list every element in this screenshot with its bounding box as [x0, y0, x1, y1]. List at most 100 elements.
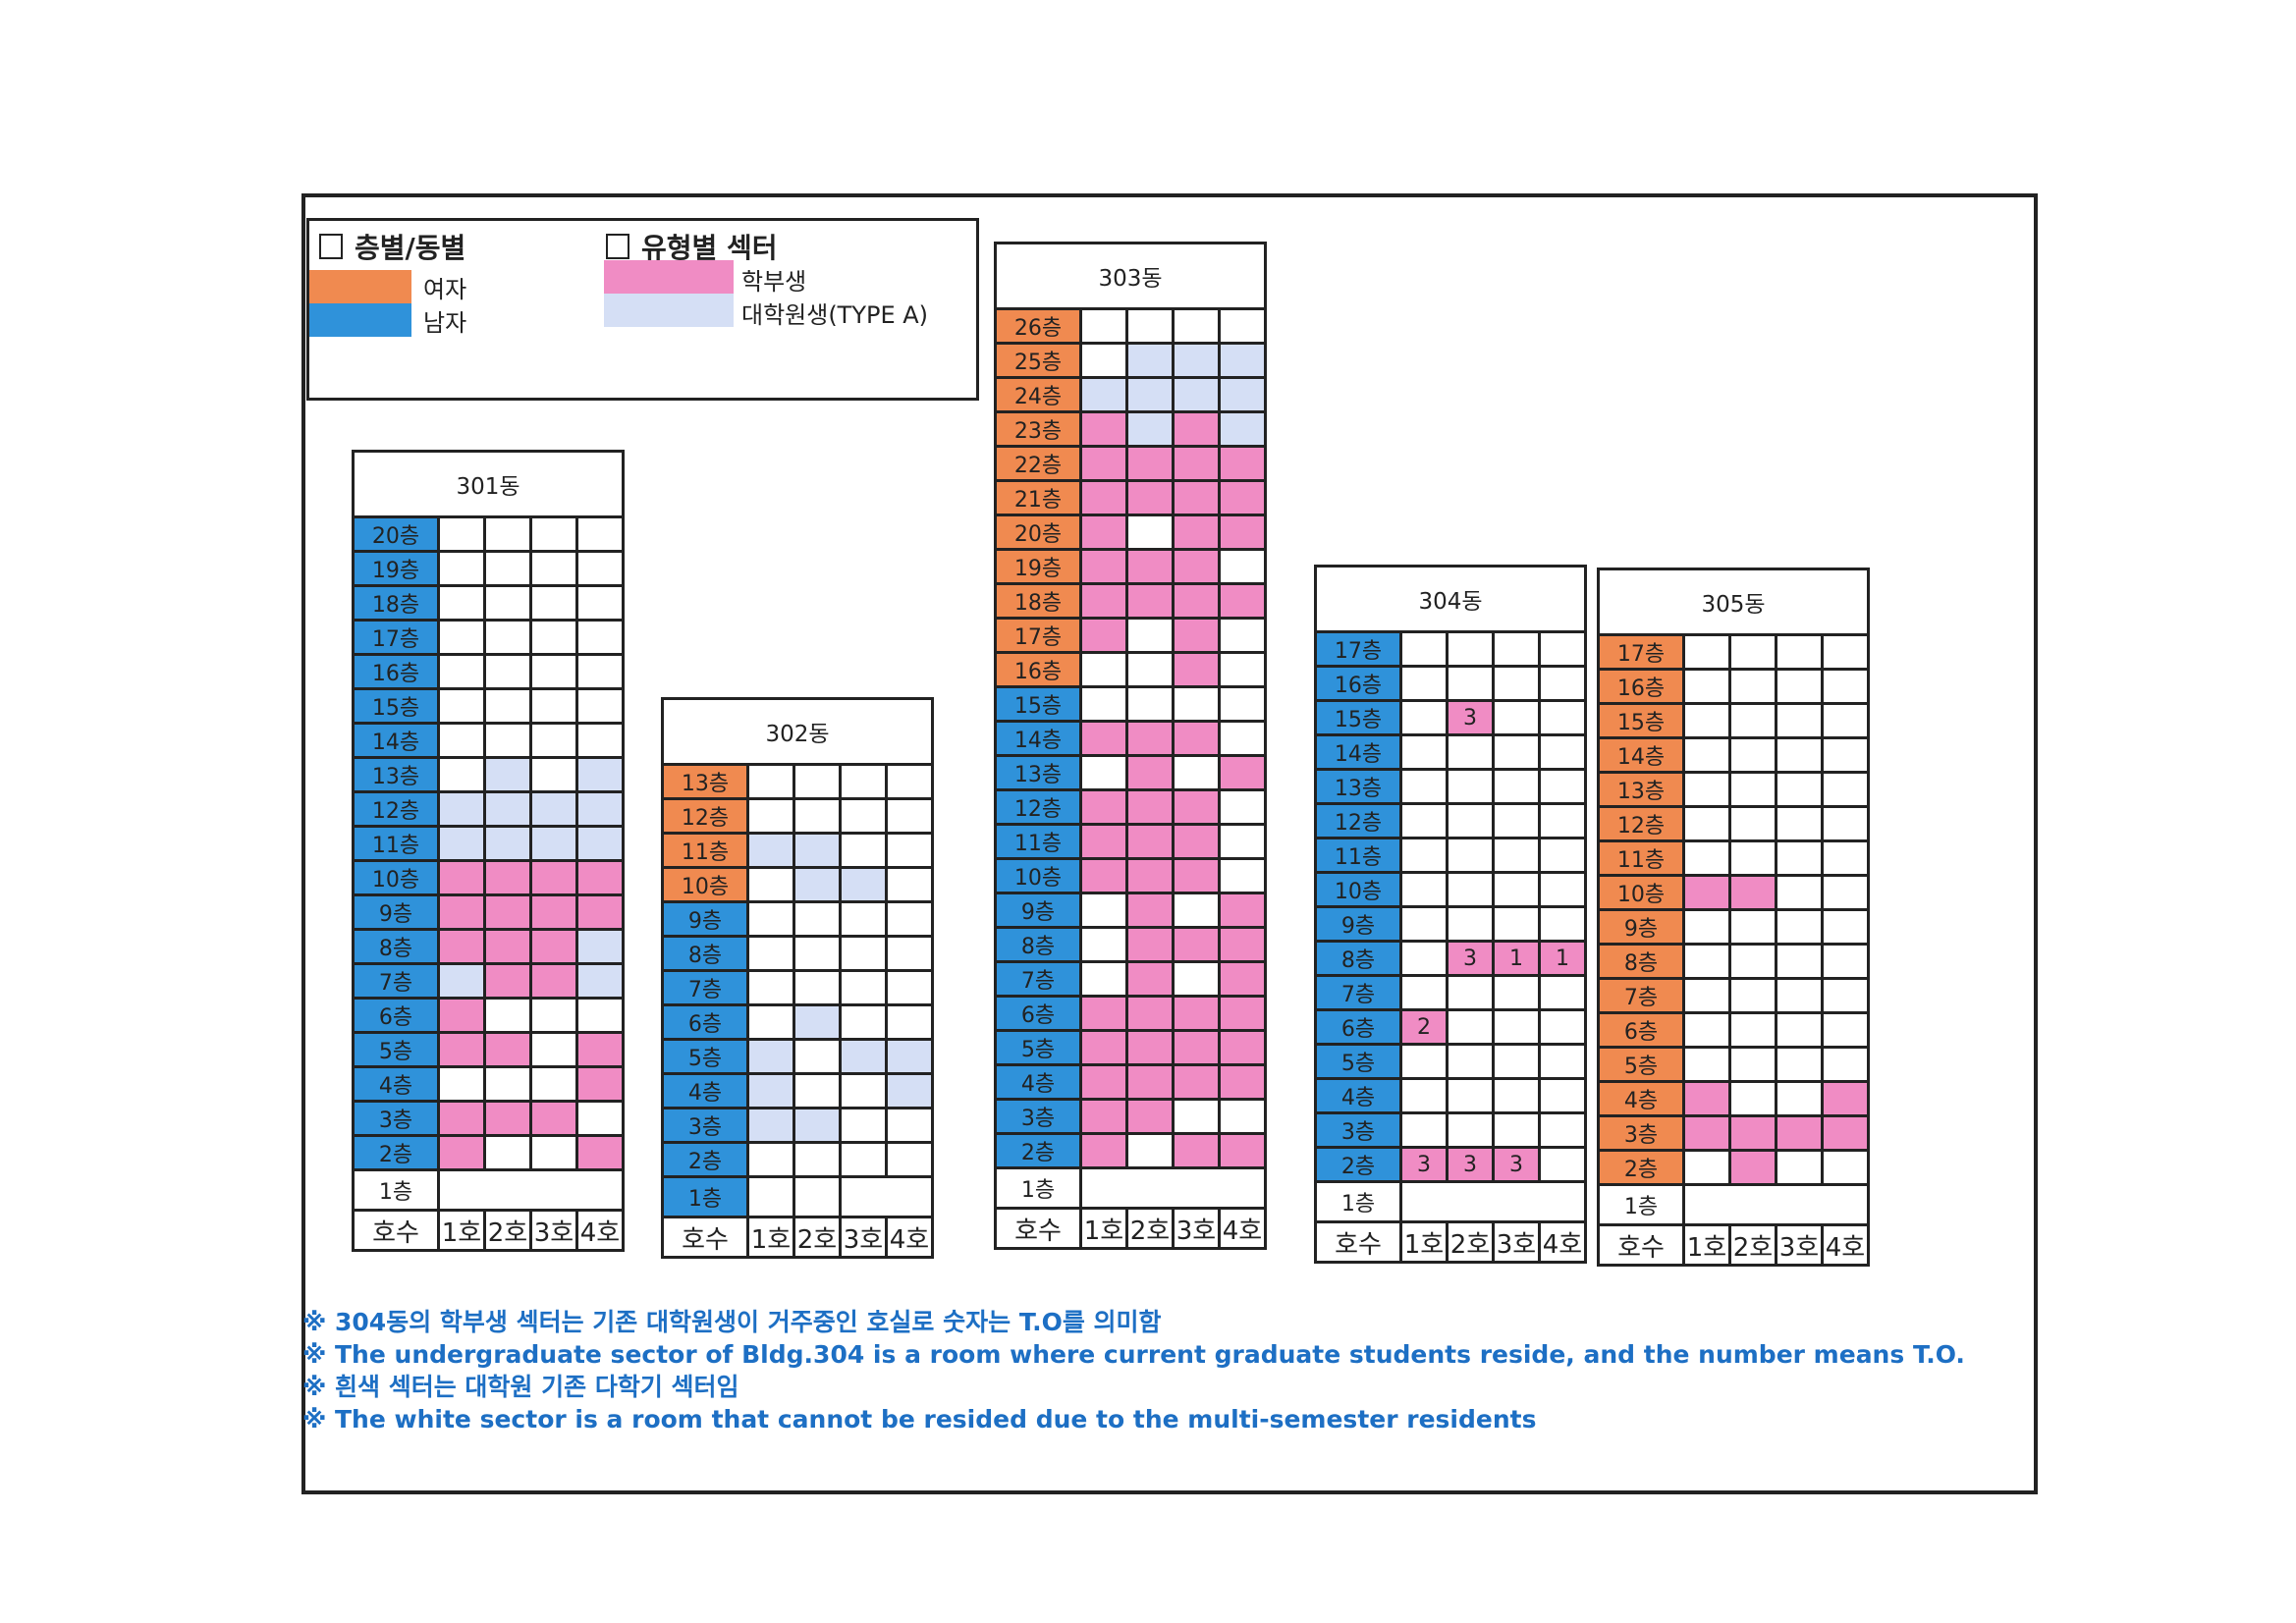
room-cell — [1079, 720, 1128, 757]
floor-row: 12층 — [1314, 802, 1587, 839]
room-cell — [483, 550, 532, 587]
room-cell — [1492, 802, 1541, 839]
floor-row: 14층 — [1314, 733, 1587, 771]
floor-label: 16층 — [1597, 668, 1685, 705]
floor-label: 13층 — [1597, 771, 1685, 808]
room-cell — [1728, 702, 1777, 739]
room-cell: 3 — [1446, 1146, 1495, 1183]
legend-title-text: 유형별 섹터 — [641, 232, 778, 264]
floor-row: 17층 — [352, 619, 625, 656]
room-cell — [839, 797, 888, 835]
room-cell — [746, 969, 795, 1006]
room-cell — [1682, 874, 1731, 911]
room-cell — [1399, 733, 1449, 771]
room-cell — [1728, 839, 1777, 877]
floor-row: 11층 — [994, 823, 1267, 860]
room-cell — [1218, 1132, 1267, 1169]
legend-title-text: 층별/동별 — [355, 232, 466, 264]
room-number-label: 3호 — [1492, 1220, 1541, 1264]
floor-row: 12층 — [1597, 805, 1870, 842]
room-cell — [1399, 665, 1449, 702]
female-label: 여자 — [423, 276, 467, 303]
room-cell — [1728, 943, 1777, 980]
room-cell — [1492, 630, 1541, 668]
room-cell — [1079, 926, 1128, 963]
room-cell — [1125, 685, 1175, 723]
floor-label: 14층 — [994, 720, 1082, 757]
room-cell — [483, 1100, 532, 1137]
room-cell — [1728, 1080, 1777, 1117]
room-cell — [793, 969, 842, 1006]
floor-row: 18층 — [994, 582, 1267, 620]
floor-row: 3층 — [994, 1098, 1267, 1135]
room-cell — [483, 997, 532, 1034]
room-cell — [839, 1003, 888, 1041]
room-cell — [1125, 960, 1175, 998]
room-cell — [1079, 823, 1128, 860]
room-cell — [575, 653, 625, 690]
floor-row: 14층 — [352, 722, 625, 759]
room-cell — [1172, 651, 1221, 688]
room-cell — [1538, 802, 1587, 839]
room-cell: 1 — [1538, 940, 1587, 977]
floor-label: 7층 — [1597, 977, 1685, 1014]
floor-label: 10층 — [352, 859, 440, 896]
legend-floor-building-title: 층별/동별 — [319, 227, 465, 266]
room-cell — [1079, 514, 1128, 551]
room-cell — [1079, 754, 1128, 791]
floor-label: 26층 — [994, 307, 1082, 345]
room-cell — [1775, 1149, 1824, 1186]
room-header: 호수 — [994, 1207, 1082, 1250]
room-cell — [1125, 720, 1175, 757]
room-cell — [1821, 839, 1870, 877]
room-cell — [1218, 995, 1267, 1032]
room-cell — [1538, 699, 1587, 736]
building-name: 302동 — [661, 697, 934, 766]
room-cell — [1399, 940, 1449, 977]
room-cell — [1821, 977, 1870, 1014]
room-cell — [1125, 342, 1175, 379]
room-cell — [1682, 977, 1731, 1014]
room-cell — [1538, 974, 1587, 1011]
floor-row: 12층 — [352, 790, 625, 828]
floor-row: 4층 — [352, 1065, 625, 1103]
floor-row: 21층 — [994, 479, 1267, 516]
room-cell — [1172, 892, 1221, 929]
room-cell — [1172, 720, 1221, 757]
floor-label: 1층 — [661, 1175, 749, 1218]
floor-row: 17층 — [1597, 633, 1870, 671]
room-cell — [1492, 665, 1541, 702]
room-cell — [1446, 802, 1495, 839]
room-cell — [1218, 685, 1267, 723]
room-cell — [793, 1038, 842, 1075]
floor-row: 2층 — [352, 1134, 625, 1171]
first-floor-cell — [1399, 1180, 1587, 1223]
floor-label: 15층 — [1597, 702, 1685, 739]
room-cell — [1218, 1063, 1267, 1101]
room-cell — [529, 790, 578, 828]
male-swatch — [309, 303, 411, 337]
room-cell — [437, 997, 486, 1034]
floor-row: 5층 — [352, 1031, 625, 1068]
room-cell — [885, 1107, 934, 1144]
room-cell — [483, 687, 532, 725]
room-cell — [437, 825, 486, 862]
room-cell — [529, 722, 578, 759]
floor-row: 16층 — [352, 653, 625, 690]
floor-label: 1층 — [1597, 1183, 1685, 1226]
floor-row: 26층 — [994, 307, 1267, 345]
room-cell — [1682, 943, 1731, 980]
room-cell — [1775, 1114, 1824, 1152]
floor-label: 4층 — [1314, 1077, 1402, 1114]
room-number-label: 1호 — [1682, 1223, 1731, 1267]
room-cell — [1399, 1043, 1449, 1080]
room-cell — [1821, 1046, 1870, 1083]
room-cell — [1821, 1149, 1870, 1186]
room-cell — [529, 550, 578, 587]
room-cell — [575, 584, 625, 622]
floor-row: 9층 — [1597, 908, 1870, 946]
floor-row: 10층 — [661, 866, 934, 903]
room-cell — [1172, 926, 1221, 963]
floor-label: 16층 — [1314, 665, 1402, 702]
room-cell — [885, 1072, 934, 1109]
